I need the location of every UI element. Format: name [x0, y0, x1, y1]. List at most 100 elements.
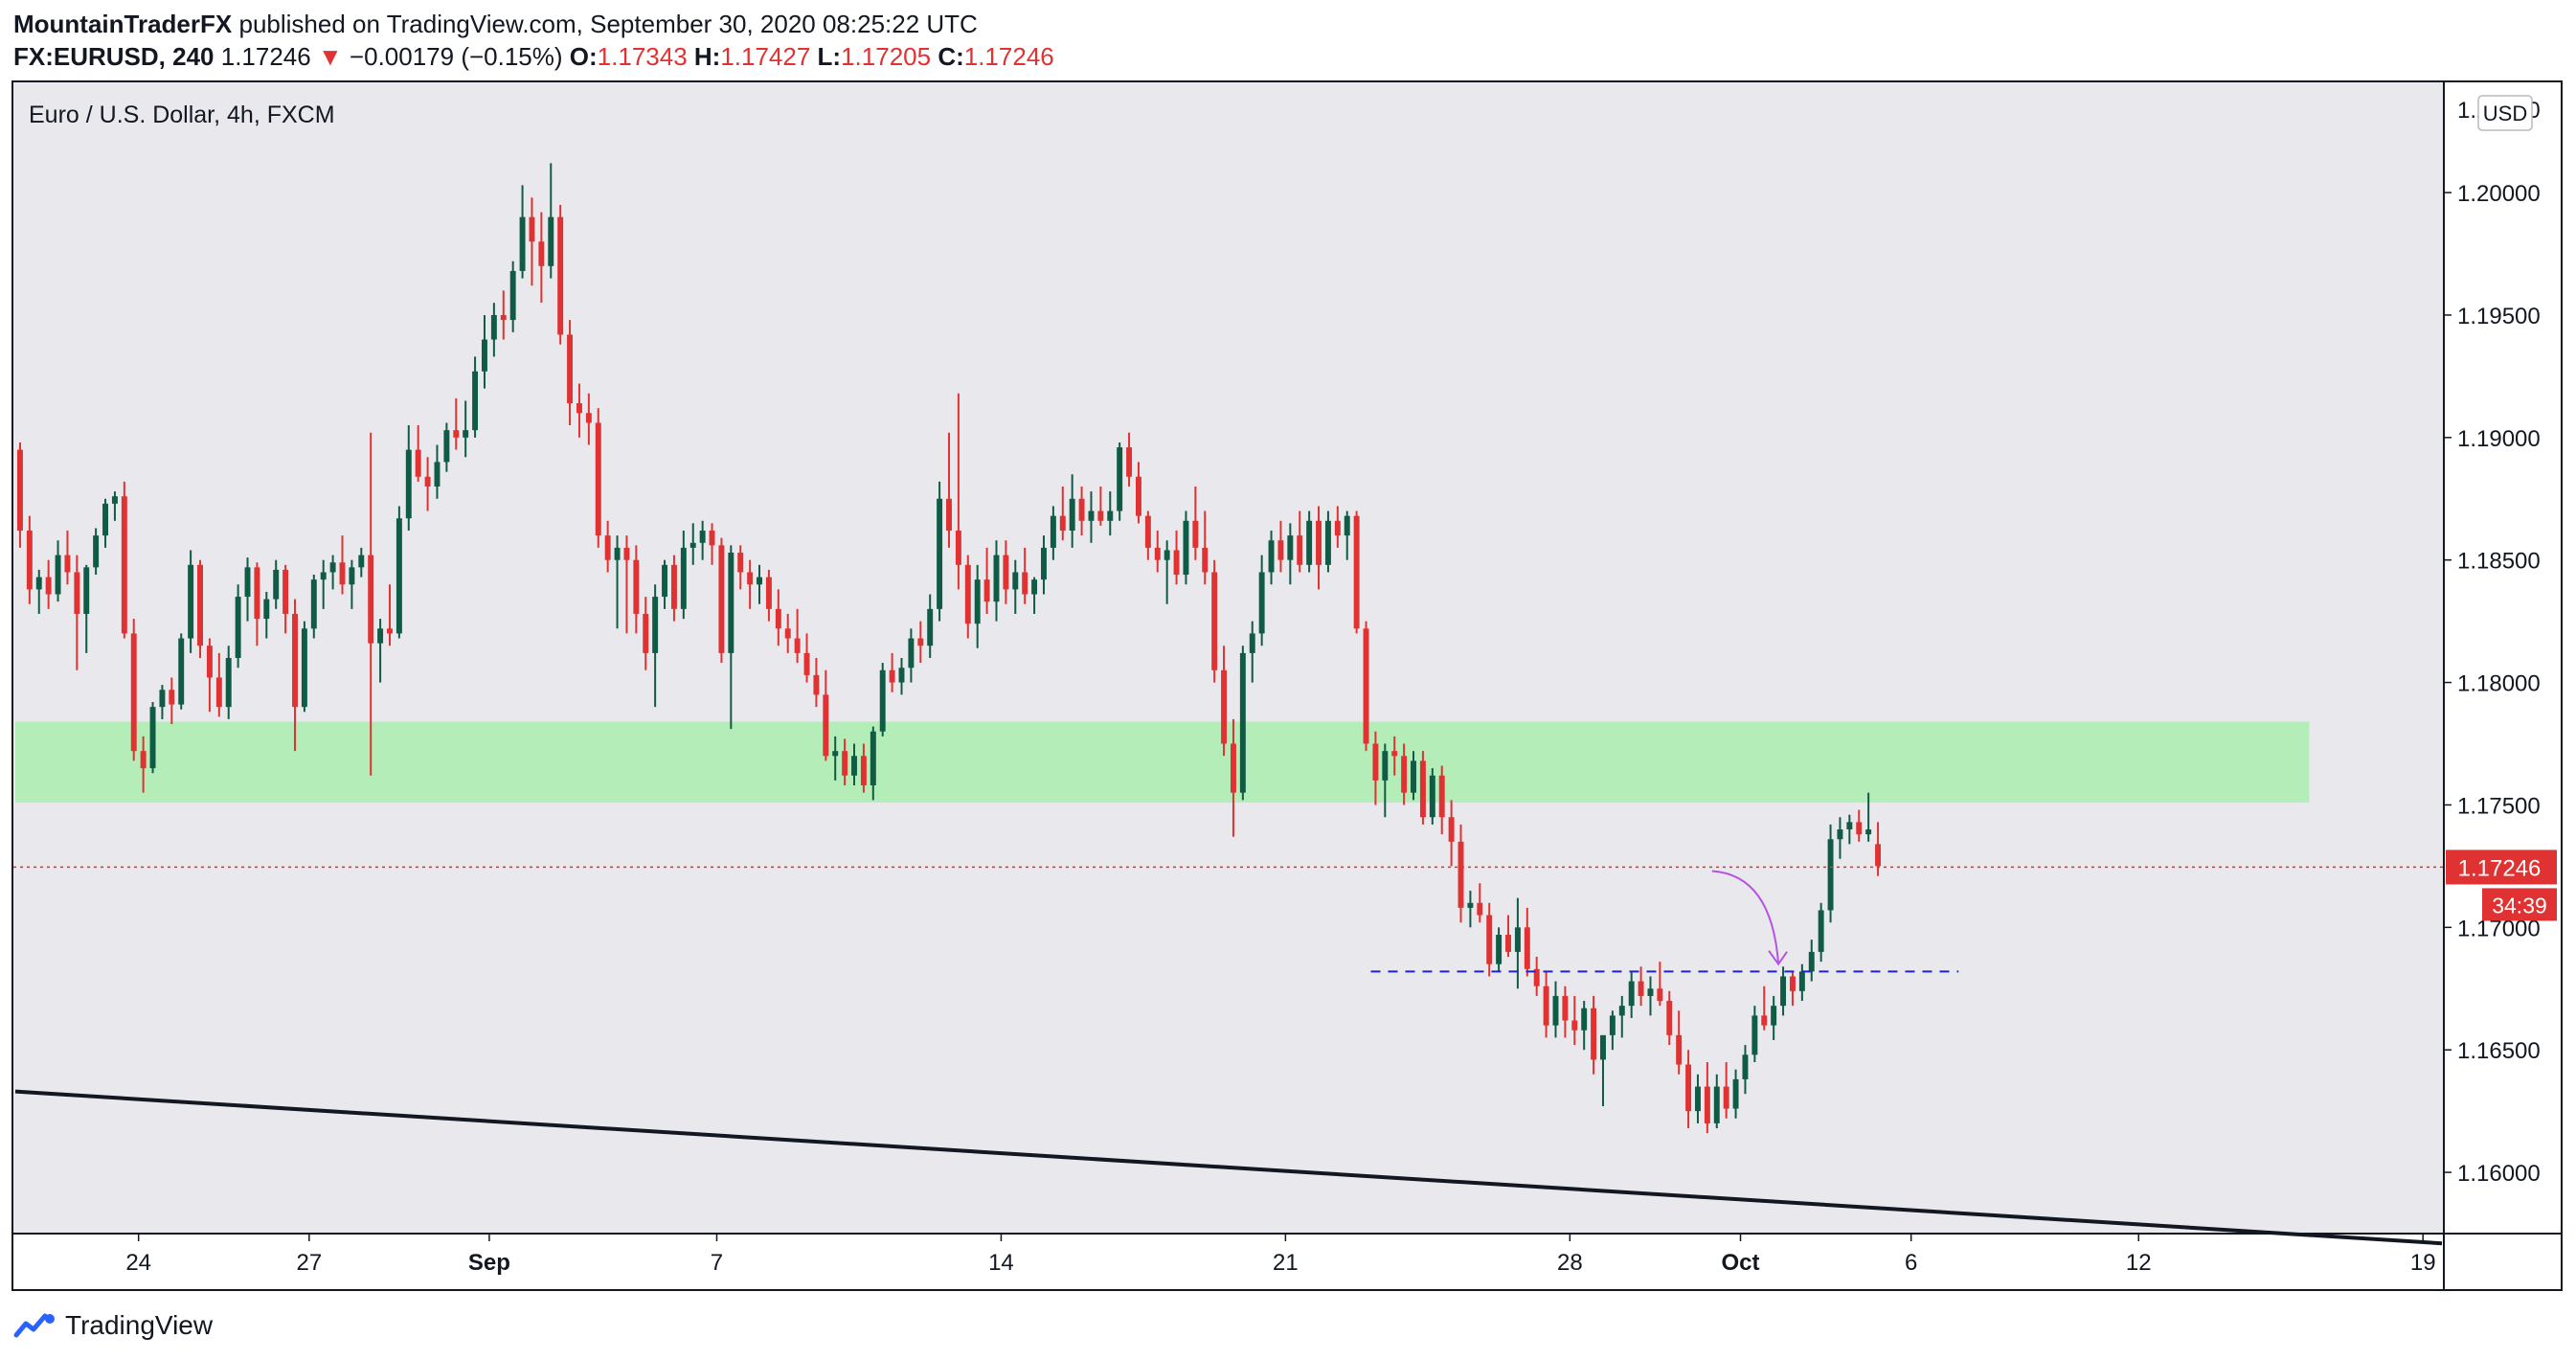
candle[interactable] [784, 613, 791, 653]
candle[interactable] [567, 320, 574, 426]
candle[interactable] [1268, 531, 1275, 585]
candle[interactable] [604, 520, 611, 573]
candle[interactable] [1808, 940, 1815, 982]
candle[interactable] [1003, 540, 1009, 604]
candle[interactable] [273, 559, 280, 609]
candle[interactable] [1514, 897, 1521, 989]
candle[interactable] [1486, 902, 1493, 977]
candle[interactable] [1628, 971, 1635, 1018]
candle[interactable] [1581, 1001, 1588, 1051]
candle[interactable] [490, 303, 497, 357]
candle[interactable] [1543, 971, 1549, 1038]
candle[interactable] [1856, 809, 1863, 842]
candle[interactable] [244, 557, 251, 622]
candle[interactable] [254, 562, 260, 646]
candle[interactable] [1505, 915, 1511, 958]
candle[interactable] [1069, 474, 1075, 548]
candle[interactable] [993, 540, 1000, 622]
candle[interactable] [1391, 736, 1398, 776]
candle[interactable] [595, 408, 601, 548]
candle[interactable] [813, 658, 820, 708]
candle[interactable] [1211, 559, 1218, 683]
candle[interactable] [1496, 927, 1503, 972]
candle[interactable] [1183, 510, 1189, 585]
candle[interactable] [415, 425, 421, 482]
candle[interactable] [1221, 646, 1228, 757]
candle[interactable] [1827, 824, 1834, 923]
candle[interactable] [823, 669, 829, 761]
candle[interactable] [1429, 768, 1435, 825]
candle[interactable] [443, 422, 450, 472]
support-zone[interactable] [15, 721, 2310, 803]
candle[interactable] [1022, 547, 1028, 604]
candle[interactable] [188, 550, 194, 653]
candle[interactable] [1411, 751, 1416, 801]
candle[interactable] [1078, 486, 1085, 536]
candle[interactable] [1837, 817, 1843, 859]
candle[interactable] [689, 523, 696, 565]
candle[interactable] [898, 658, 905, 695]
candle[interactable] [718, 537, 725, 664]
candle[interactable] [55, 540, 61, 602]
candle[interactable] [206, 638, 213, 713]
candle[interactable] [482, 314, 487, 389]
candle[interactable] [643, 597, 649, 670]
candle[interactable] [263, 591, 270, 639]
candle[interactable] [1249, 621, 1255, 683]
candle[interactable] [1287, 523, 1294, 585]
candle[interactable] [1059, 486, 1066, 541]
candle[interactable] [1144, 510, 1151, 560]
candle[interactable] [737, 545, 744, 590]
candle[interactable] [1846, 814, 1853, 845]
candle[interactable] [1761, 986, 1768, 1031]
candle[interactable] [680, 531, 687, 620]
candle[interactable] [197, 559, 203, 658]
candle[interactable] [519, 185, 526, 279]
candle[interactable] [225, 646, 232, 719]
candle[interactable] [368, 432, 374, 776]
candle[interactable] [908, 628, 915, 683]
candle[interactable] [339, 535, 346, 595]
candle[interactable] [614, 535, 621, 629]
candle[interactable] [121, 481, 127, 639]
candle[interactable] [557, 204, 564, 345]
candle[interactable] [879, 663, 886, 737]
candle[interactable] [1382, 743, 1389, 818]
candle[interactable] [851, 743, 857, 785]
candle[interactable] [45, 559, 52, 609]
candle[interactable] [329, 555, 336, 590]
candle[interactable] [1865, 792, 1872, 842]
candle[interactable] [1552, 981, 1559, 1038]
candle[interactable] [670, 555, 677, 622]
candle[interactable] [1818, 902, 1824, 963]
candle[interactable] [1467, 890, 1474, 928]
candle[interactable] [633, 545, 640, 634]
candle[interactable] [1316, 506, 1322, 590]
author-name[interactable]: MountainTraderFX [13, 10, 233, 38]
candle[interactable] [377, 619, 384, 683]
candle[interactable] [358, 547, 365, 578]
candle[interactable] [747, 559, 754, 609]
candle[interactable] [1780, 966, 1787, 1016]
candle[interactable] [1334, 506, 1341, 548]
candle[interactable] [111, 491, 118, 521]
candle[interactable] [463, 400, 469, 458]
candle[interactable] [1117, 442, 1123, 521]
candle[interactable] [1713, 1074, 1720, 1129]
candle[interactable] [842, 738, 848, 785]
candle[interactable] [1657, 962, 1663, 1007]
candle[interactable] [1135, 462, 1141, 524]
candle[interactable] [1050, 506, 1056, 560]
candle[interactable] [860, 743, 867, 793]
candle[interactable] [803, 633, 810, 683]
candle[interactable] [1704, 1061, 1710, 1134]
candle[interactable] [159, 685, 166, 719]
trendline[interactable] [14, 1089, 2443, 1246]
candle[interactable] [946, 432, 952, 548]
candle[interactable] [1571, 995, 1578, 1046]
candle[interactable] [405, 425, 412, 532]
candle[interactable] [1448, 800, 1455, 867]
candle[interactable] [64, 531, 71, 585]
tradingview-logo[interactable]: TradingView [13, 1306, 213, 1345]
candle[interactable] [699, 520, 706, 560]
